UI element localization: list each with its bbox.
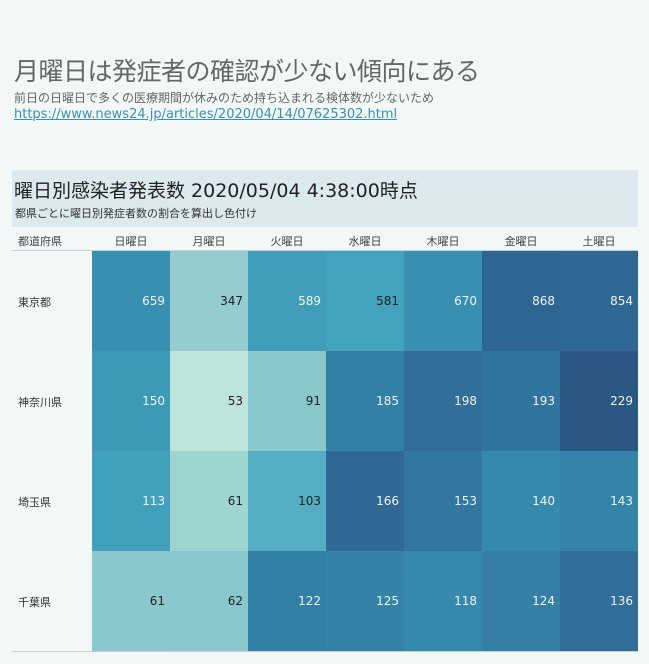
heatmap-cell[interactable]: 193	[482, 351, 560, 451]
row-header-label: 都道府県	[18, 235, 62, 248]
cell-value: 140	[532, 494, 555, 508]
heatmap-cell[interactable]: 868	[482, 251, 560, 351]
cell-value: 198	[454, 394, 477, 408]
heatmap-cell[interactable]: 124	[482, 551, 560, 651]
heatmap-cell[interactable]: 185	[326, 351, 404, 451]
cell-value: 670	[454, 294, 477, 308]
heatmap-cell[interactable]: 103	[248, 451, 326, 551]
heatmap-cell[interactable]: 143	[560, 451, 638, 551]
cell-value: 143	[610, 494, 633, 508]
cell-value: 61	[227, 494, 243, 508]
cell-value: 113	[142, 494, 165, 508]
column-header-monday: 月曜日	[192, 235, 226, 248]
heatmap-cell[interactable]: 153	[404, 451, 482, 551]
chart-subtitle: 都県ごとに曜日別発症者数の割合を算出し色付け	[15, 207, 257, 220]
heatmap-cell[interactable]: 118	[404, 551, 482, 651]
cell-value: 62	[227, 594, 243, 608]
heatmap-cell[interactable]: 150	[92, 351, 170, 451]
heatmap-cell[interactable]: 53	[170, 351, 248, 451]
table-row: 埼玉県 113 61 103 166 153 140 143	[12, 451, 638, 551]
heatmap-cell[interactable]: 91	[248, 351, 326, 451]
cell-value: 347	[220, 294, 243, 308]
cell-value: 854	[610, 294, 633, 308]
cell-value: 124	[532, 594, 555, 608]
heatmap-cell[interactable]: 581	[326, 251, 404, 351]
page-subtitle: 前日の日曜日で多くの医療期間が休みのため持ち込まれる検体数が少ないため	[14, 91, 435, 105]
heatmap-cell[interactable]: 122	[248, 551, 326, 651]
cell-value: 122	[298, 594, 321, 608]
cell-value: 868	[532, 294, 555, 308]
cell-value: 581	[376, 294, 399, 308]
cell-value: 61	[149, 594, 165, 608]
row-label: 東京都	[18, 296, 51, 309]
chart-header-panel: 曜日別感染者発表数 2020/05/04 4:38:00時点 都県ごとに曜日別発…	[12, 170, 638, 227]
cell-value: 659	[142, 294, 165, 308]
column-header-thursday: 木曜日	[426, 235, 460, 248]
column-header-wednesday: 水曜日	[348, 235, 382, 248]
bottom-divider	[12, 651, 638, 652]
cell-value: 103	[298, 494, 321, 508]
cell-value: 91	[305, 394, 321, 408]
cell-value: 150	[142, 394, 165, 408]
heatmap-cell[interactable]: 198	[404, 351, 482, 451]
cell-value: 185	[376, 394, 399, 408]
heatmap-cell[interactable]: 61	[92, 551, 170, 651]
column-header-friday: 金曜日	[504, 235, 538, 248]
table-row: 神奈川県 150 53 91 185 198 193 229	[12, 351, 638, 451]
column-header-tuesday: 火曜日	[270, 235, 304, 248]
cell-value: 153	[454, 494, 477, 508]
chart-title: 曜日別感染者発表数 2020/05/04 4:38:00時点	[14, 180, 418, 202]
heatmap-cell[interactable]: 589	[248, 251, 326, 351]
heatmap-cell[interactable]: 62	[170, 551, 248, 651]
cell-value: 125	[376, 594, 399, 608]
heatmap-cell[interactable]: 113	[92, 451, 170, 551]
cell-value: 229	[610, 394, 633, 408]
heatmap-cell[interactable]: 229	[560, 351, 638, 451]
heatmap-cell[interactable]: 61	[170, 451, 248, 551]
cell-value: 193	[532, 394, 555, 408]
heatmap-cell[interactable]: 659	[92, 251, 170, 351]
heatmap-cell[interactable]: 140	[482, 451, 560, 551]
heatmap-cell[interactable]: 854	[560, 251, 638, 351]
source-link[interactable]: https://www.news24.jp/articles/2020/04/1…	[14, 107, 398, 122]
cell-value: 589	[298, 294, 321, 308]
heatmap-cell[interactable]: 347	[170, 251, 248, 351]
heatmap-cell[interactable]: 136	[560, 551, 638, 651]
heatmap-cell[interactable]: 166	[326, 451, 404, 551]
column-header-row: 都道府県 日曜日 月曜日 火曜日 水曜日 木曜日 金曜日 土曜日	[12, 227, 638, 251]
row-label: 埼玉県	[18, 496, 51, 509]
heatmap-cell[interactable]: 125	[326, 551, 404, 651]
table-row: 千葉県 61 62 122 125 118 124 136	[12, 551, 638, 651]
cell-value: 118	[454, 594, 477, 608]
column-header-saturday: 土曜日	[582, 235, 616, 248]
row-label: 神奈川県	[18, 396, 62, 409]
heatmap-cell[interactable]: 670	[404, 251, 482, 351]
cell-value: 53	[227, 394, 243, 408]
table-row: 東京都 659 347 589 581 670 868 854	[12, 251, 638, 351]
page-title: 月曜日は発症者の確認が少ない傾向にある	[14, 57, 480, 86]
row-label: 千葉県	[18, 596, 51, 609]
cell-value: 136	[610, 594, 633, 608]
column-header-sunday: 日曜日	[114, 235, 148, 248]
cell-value: 166	[376, 494, 399, 508]
